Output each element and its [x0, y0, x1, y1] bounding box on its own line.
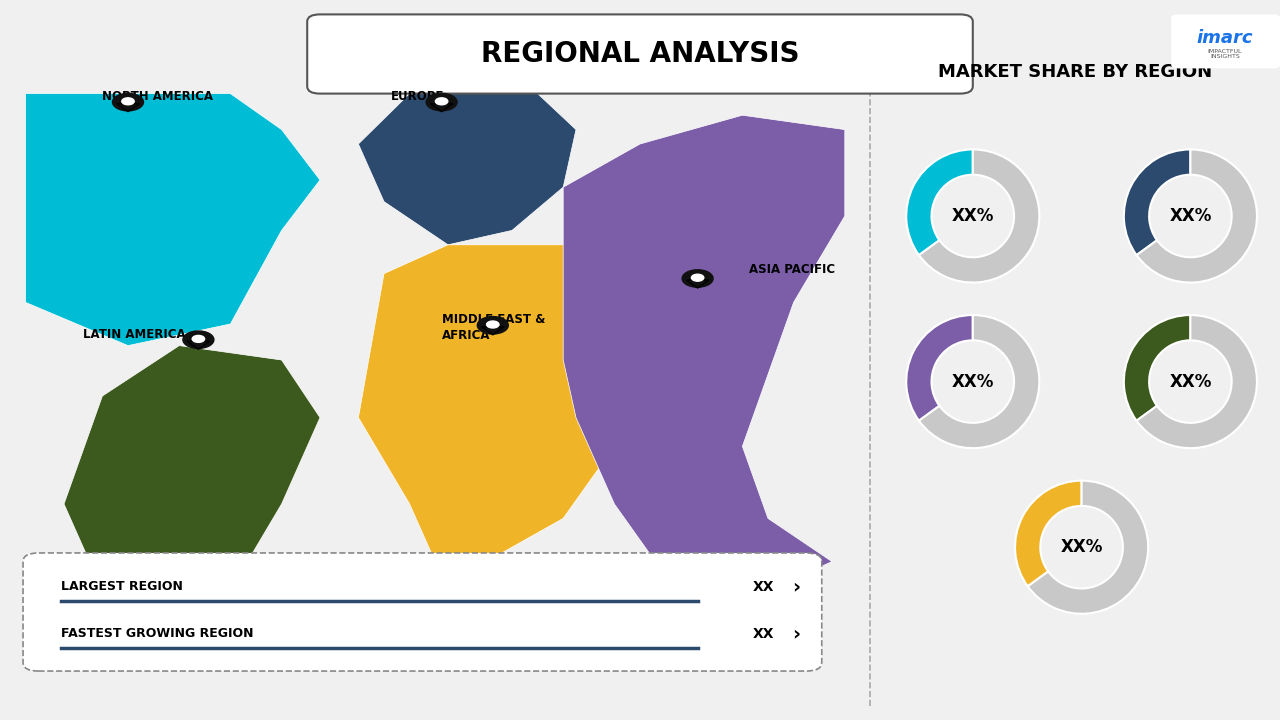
Wedge shape	[1137, 315, 1257, 448]
Wedge shape	[919, 315, 1039, 448]
Wedge shape	[1124, 315, 1190, 420]
Circle shape	[183, 331, 214, 348]
Circle shape	[192, 336, 205, 343]
Text: LATIN AMERICA: LATIN AMERICA	[83, 328, 186, 341]
Text: imarc: imarc	[1197, 30, 1253, 48]
PathPatch shape	[430, 104, 453, 112]
FancyBboxPatch shape	[307, 14, 973, 94]
Wedge shape	[1028, 481, 1148, 613]
Text: LARGEST REGION: LARGEST REGION	[61, 580, 183, 593]
PathPatch shape	[686, 280, 709, 288]
Wedge shape	[1015, 481, 1082, 586]
PathPatch shape	[481, 327, 504, 335]
Wedge shape	[906, 150, 973, 255]
Text: ASIA PACIFIC: ASIA PACIFIC	[749, 263, 835, 276]
Circle shape	[486, 321, 499, 328]
Text: MIDDLE EAST &
AFRICA: MIDDLE EAST & AFRICA	[442, 313, 545, 342]
Wedge shape	[1137, 150, 1257, 282]
Text: XX: XX	[753, 580, 774, 594]
Circle shape	[113, 94, 143, 111]
Text: IMPACTFUL
INSIGHTS: IMPACTFUL INSIGHTS	[1208, 49, 1242, 59]
PathPatch shape	[64, 346, 320, 634]
Text: MARKET SHARE BY REGION: MARKET SHARE BY REGION	[938, 63, 1212, 81]
Circle shape	[477, 317, 508, 334]
Text: XX: XX	[753, 626, 774, 641]
Text: XX%: XX%	[1060, 539, 1103, 556]
PathPatch shape	[358, 94, 576, 245]
Text: XX%: XX%	[951, 207, 995, 225]
FancyBboxPatch shape	[1171, 14, 1280, 68]
Wedge shape	[919, 150, 1039, 282]
Text: EUROPE: EUROPE	[390, 90, 444, 103]
Circle shape	[122, 98, 134, 105]
Wedge shape	[906, 315, 973, 420]
PathPatch shape	[26, 94, 320, 346]
Text: XX%: XX%	[1169, 373, 1212, 390]
Text: FASTEST GROWING REGION: FASTEST GROWING REGION	[61, 627, 253, 640]
Text: ›: ›	[792, 624, 800, 643]
Circle shape	[682, 270, 713, 287]
Wedge shape	[1124, 150, 1190, 255]
Circle shape	[691, 274, 704, 282]
Text: NORTH AMERICA: NORTH AMERICA	[102, 90, 214, 103]
Text: XX%: XX%	[1169, 207, 1212, 225]
Circle shape	[435, 98, 448, 105]
Text: REGIONAL ANALYSIS: REGIONAL ANALYSIS	[481, 40, 799, 68]
PathPatch shape	[116, 104, 140, 112]
Text: XX%: XX%	[951, 373, 995, 390]
FancyBboxPatch shape	[23, 553, 822, 671]
PathPatch shape	[358, 245, 640, 562]
PathPatch shape	[187, 341, 210, 349]
Circle shape	[426, 94, 457, 111]
Text: ›: ›	[792, 577, 800, 596]
PathPatch shape	[563, 115, 845, 590]
